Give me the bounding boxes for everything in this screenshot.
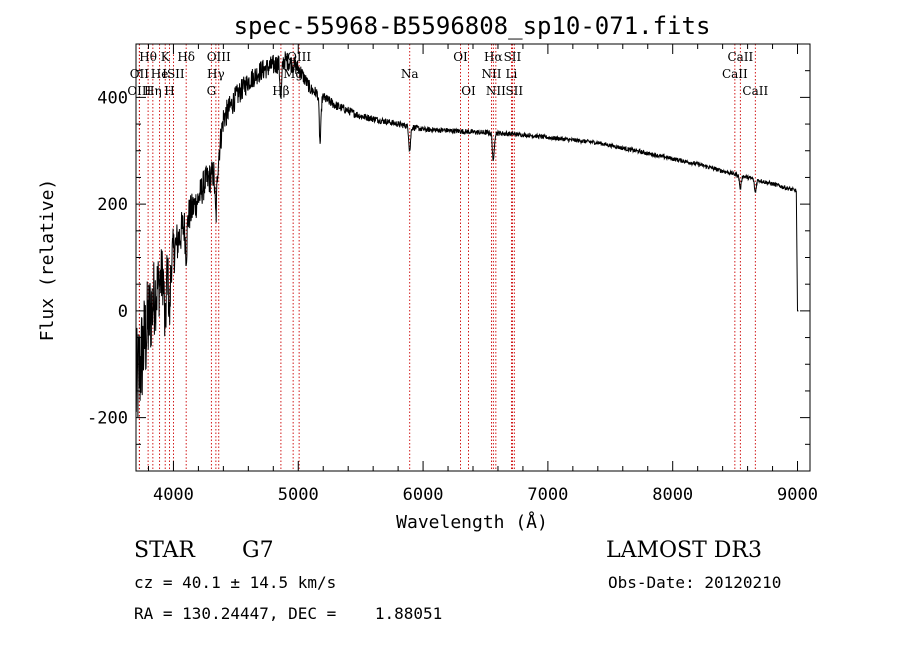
spectral-line-label: Li: [506, 67, 518, 81]
spectral-line-label: Hγ: [207, 67, 225, 81]
x-tick-label: 5000: [278, 485, 319, 505]
spectral-line-label: Hβ: [272, 84, 289, 98]
spectral-line-label: CaII: [722, 67, 748, 81]
spectral-line-label: NII: [481, 67, 501, 81]
y-axis-label: Flux (relative): [37, 179, 58, 342]
spectral-line-labels: Hθ OII OIII K He Hη Hδ ISII H OIII Hγ G OIII Mg Hβ Na OI…: [127, 50, 768, 98]
spectrum-line: [135, 51, 799, 418]
spectral-line-label: G: [207, 84, 217, 98]
spectral-line-label: Hη: [144, 84, 162, 98]
y-tick-label: 200: [97, 195, 128, 215]
x-tick-label: 6000: [403, 485, 444, 505]
spectral-line-label: CaII: [742, 84, 768, 98]
spectral-line-label: OI: [453, 50, 468, 64]
y-tick-label: 0: [118, 302, 128, 322]
spectral-line-label: Hθ: [139, 50, 157, 64]
spectral-line-label: OIII: [207, 50, 231, 64]
spectral-line-markers: [138, 44, 756, 471]
spectral-line-label: SII: [505, 84, 523, 98]
spectrum-series: [135, 51, 799, 418]
spectral-line-label: NII: [486, 84, 506, 98]
spectral-line-label: CaII: [727, 50, 753, 64]
spectral-line-label: Hα: [484, 50, 503, 64]
observation-date: Obs-Date: 20120210: [608, 573, 782, 592]
spectral-line-label: Mg: [283, 67, 303, 81]
chart-title: spec-55968-B5596808_sp10-071.fits: [234, 12, 711, 40]
coordinates: RA = 130.24447, DEC = 1.88051: [134, 604, 443, 623]
y-tick-label: -200: [87, 409, 128, 429]
spectral-line-label: K: [161, 50, 171, 64]
spectral-line-label: Hδ: [177, 50, 195, 64]
survey-name: LAMOST DR3: [606, 538, 762, 563]
spectral-line-label: He: [151, 67, 169, 81]
spectral-line-label: SII: [504, 50, 522, 64]
spectral-line-label: OII: [130, 67, 150, 81]
spectral-line-label: H: [164, 84, 174, 98]
x-tick-label: 7000: [527, 485, 568, 505]
spectral-line-label: ISII: [162, 67, 185, 81]
axis-ticks: 4000 5000 6000 7000 8000 9000 -200 0 200 400: [87, 43, 818, 505]
object-class: STAR: [134, 538, 195, 563]
x-tick-label: 8000: [652, 485, 693, 505]
x-axis-label: Wavelength (Å): [396, 511, 548, 533]
spectral-line-label: Na: [401, 67, 419, 81]
x-tick-label: 4000: [153, 485, 194, 505]
redshift-value: cz = 40.1 ± 14.5 km/s: [134, 573, 337, 592]
x-tick-label: 9000: [777, 485, 818, 505]
spectral-line-label: OI: [461, 84, 476, 98]
object-subclass: G7: [242, 538, 274, 563]
spectral-line-label: OIII: [127, 84, 151, 98]
plot-frame: [135, 43, 811, 472]
y-tick-label: 400: [97, 88, 128, 108]
spectral-line-label: OIII: [287, 50, 311, 64]
